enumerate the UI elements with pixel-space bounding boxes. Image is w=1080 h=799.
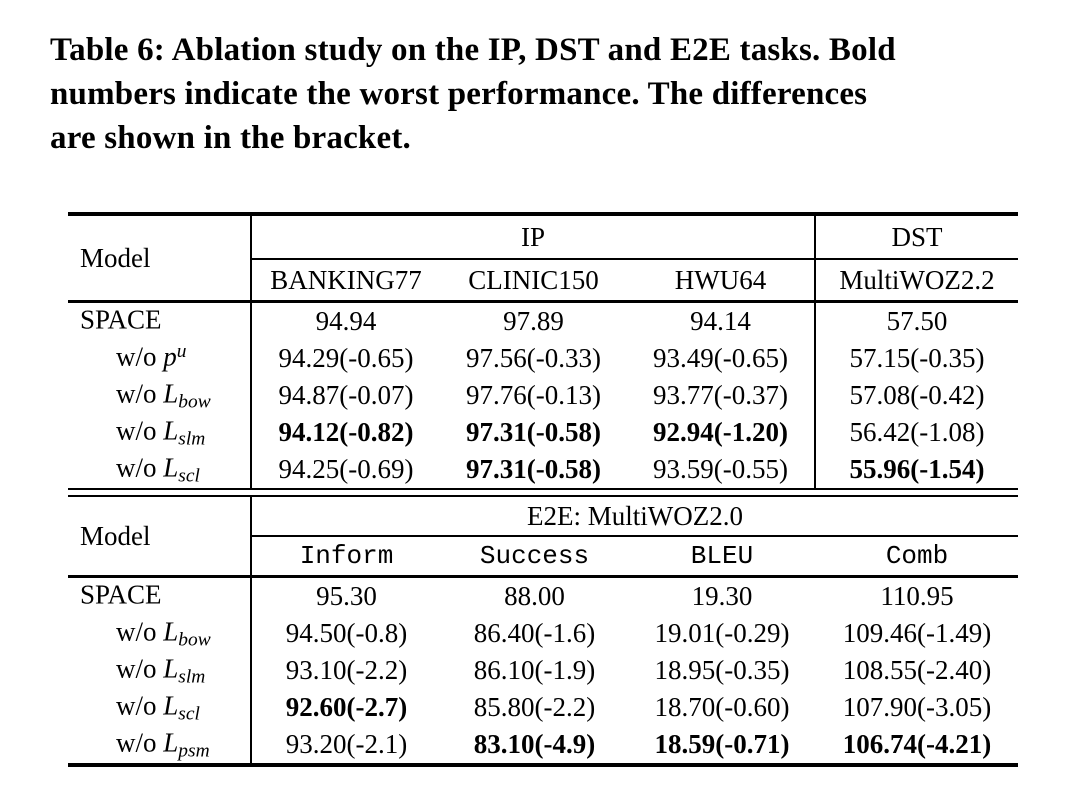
table-cell: 97.89: [503, 306, 564, 336]
table-cell: 88.00: [504, 581, 565, 611]
table-cell: 97.56(-0.33): [466, 343, 601, 373]
e2e-table: Model E2E: MultiWOZ2.0 Inform Success BL…: [68, 495, 1019, 767]
column-header: BLEU: [628, 536, 816, 578]
table-cell: 97.76(-0.13): [466, 380, 601, 410]
row-label: w/o Lslm: [68, 652, 252, 689]
table-cell: 94.29(-0.65): [278, 343, 414, 373]
table-cell: 86.10(-1.9): [473, 655, 596, 685]
table-cell: 83.10(-4.9): [473, 729, 596, 759]
table-cell: 18.95(-0.35): [654, 655, 790, 685]
row-label: w/o Lscl: [68, 451, 252, 489]
column-header: Inform: [251, 536, 441, 578]
column-header: CLINIC150: [440, 259, 627, 303]
model-column-header: Model: [68, 214, 252, 303]
table-cell: 19.30: [691, 581, 753, 611]
table-cell: 19.01(-0.29): [654, 618, 790, 648]
group-header-row: Model IP DST: [68, 214, 1018, 303]
table-cell: 92.60(-2.7): [285, 692, 408, 722]
table-cell: 94.94: [315, 306, 377, 336]
table-cell: 93.49(-0.65): [653, 343, 788, 373]
table-cell: 18.70(-0.60): [654, 692, 790, 722]
table-cell: 110.95: [880, 581, 954, 611]
table-row: w/o pu 94.29(-0.65) 97.56(-0.33) 93.49(-…: [68, 340, 1018, 377]
table-cell: 107.90(-3.05): [842, 692, 992, 722]
row-label: w/o Lpsm: [68, 726, 252, 765]
column-header-row: Inform Success BLEU Comb: [68, 536, 1019, 578]
table-cell: 95.30: [316, 581, 377, 611]
table-cell: 93.10(-2.2): [285, 655, 408, 685]
caption-line: are shown in the bracket.: [50, 120, 411, 156]
table-row: SPACE 95.30 88.00 19.30 110.95: [68, 576, 1018, 615]
table-cell: 94.25(-0.69): [278, 454, 414, 484]
table-cell: 94.14: [690, 306, 751, 336]
caption-line: Table 6: Ablation study on the IP, DST a…: [50, 32, 896, 68]
table-cell: 55.96(-1.54): [814, 451, 1018, 489]
column-header: MultiWOZ2.2: [814, 259, 1018, 303]
group-header-ip: IP: [251, 214, 815, 260]
table-cell: 85.80(-2.2): [473, 692, 596, 722]
column-header: BANKING77: [251, 259, 440, 303]
column-header: HWU64: [627, 259, 815, 303]
column-header-row: BANKING77 CLINIC150 HWU64 MultiWOZ2.2: [68, 259, 1018, 303]
row-label: SPACE: [68, 576, 252, 615]
row-label: w/o pu: [68, 340, 252, 377]
table-caption: Table 6: Ablation study on the IP, DST a…: [50, 28, 1045, 160]
column-header: Success: [441, 536, 628, 578]
table-cell: 18.59(-0.71): [654, 729, 790, 759]
row-label: SPACE: [68, 301, 252, 340]
table-cell: 56.42(-1.08): [814, 414, 1018, 451]
ip-dst-table: Model IP DST BANKING77 CLINIC150 HWU64 M…: [68, 212, 1018, 490]
table-row: w/o Lslm 93.10(-2.2) 86.10(-1.9) 18.95(-…: [68, 652, 1018, 689]
row-label: w/o Lbow: [68, 377, 252, 414]
table-row: w/o Lbow 94.50(-0.8) 86.40(-1.6) 19.01(-…: [68, 615, 1018, 652]
table-cell: 94.87(-0.07): [278, 380, 414, 410]
row-label: w/o Lslm: [68, 414, 252, 451]
table-row: w/o Lscl 92.60(-2.7) 85.80(-2.2) 18.70(-…: [68, 689, 1018, 726]
table-cell: 94.12(-0.82): [278, 417, 414, 447]
table-cell: 108.55(-2.40): [842, 655, 992, 685]
table-cell: 86.40(-1.6): [473, 618, 596, 648]
table-cell: 93.77(-0.37): [653, 380, 788, 410]
table-row: SPACE 94.94 97.89 94.14 57.50: [68, 301, 1018, 340]
table-row: w/o Lbow 94.87(-0.07) 97.76(-0.13) 93.77…: [68, 377, 1018, 414]
column-header: Comb: [816, 536, 1019, 578]
table-row: w/o Lslm 94.12(-0.82) 97.31(-0.58) 92.94…: [68, 414, 1018, 451]
table-cell: 57.08(-0.42): [814, 377, 1018, 414]
caption-line: numbers indicate the worst performance. …: [50, 76, 868, 112]
table-cell: 57.15(-0.35): [814, 340, 1018, 377]
table-cell: 109.46(-1.49): [842, 618, 992, 648]
table-cell: 57.50: [814, 301, 1018, 340]
group-header-dst: DST: [814, 214, 1018, 260]
table-cell: 93.20(-2.1): [285, 729, 408, 759]
table-cell: 106.74(-4.21): [842, 729, 992, 759]
group-header-e2e: E2E: MultiWOZ2.0: [251, 496, 1019, 537]
table-row: w/o Lscl 94.25(-0.69) 97.31(-0.58) 93.59…: [68, 451, 1018, 489]
table-cell: 93.59(-0.55): [653, 454, 788, 484]
table-cell: 92.94(-1.20): [653, 417, 788, 447]
table-row: w/o Lpsm 93.20(-2.1) 83.10(-4.9) 18.59(-…: [68, 726, 1018, 765]
row-label: w/o Lbow: [68, 615, 252, 652]
table-cell: 94.50(-0.8): [285, 618, 408, 648]
group-header-row: Model E2E: MultiWOZ2.0: [68, 496, 1019, 578]
model-column-header: Model: [68, 496, 252, 578]
table-cell: 97.31(-0.58): [466, 454, 601, 484]
table-cell: 97.31(-0.58): [466, 417, 601, 447]
ablation-tables: Model IP DST BANKING77 CLINIC150 HWU64 M…: [68, 212, 1019, 767]
row-label: w/o Lscl: [68, 689, 252, 726]
